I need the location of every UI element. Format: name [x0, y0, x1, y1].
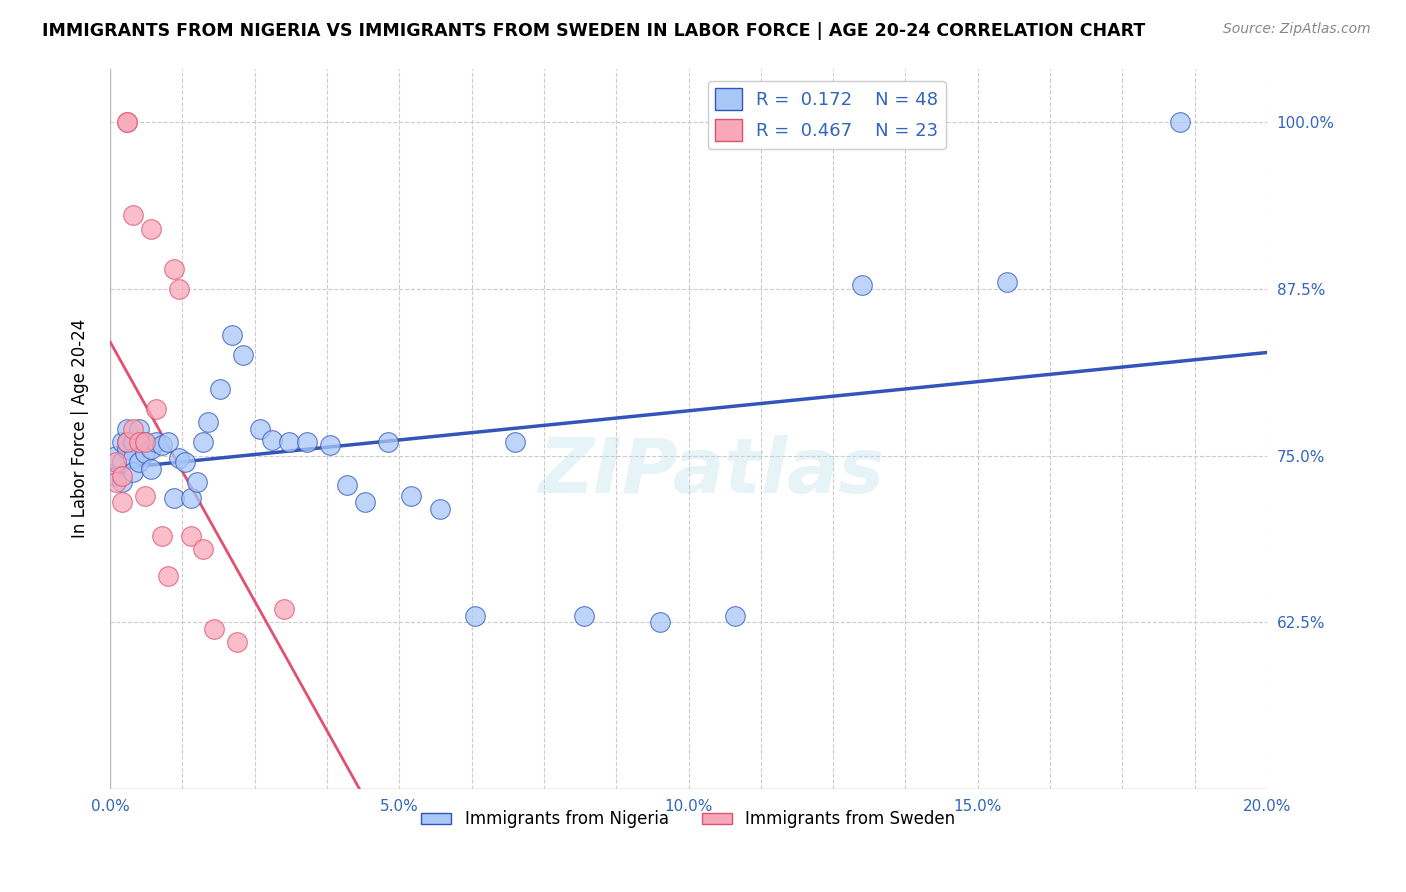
Point	[134, 489, 156, 503]
Y-axis label: In Labor Force | Age 20-24: In Labor Force | Age 20-24	[72, 319, 89, 539]
Legend: Immigrants from Nigeria, Immigrants from Sweden: Immigrants from Nigeria, Immigrants from…	[415, 804, 962, 835]
Point	[156, 435, 179, 450]
Point	[104, 449, 127, 463]
Point	[117, 435, 139, 450]
Point	[163, 261, 186, 276]
Point	[273, 602, 295, 616]
Point	[156, 568, 179, 582]
Point	[128, 455, 150, 469]
Point	[134, 435, 156, 450]
Point	[503, 435, 526, 450]
Point	[197, 415, 219, 429]
Point	[169, 282, 191, 296]
Point	[139, 221, 162, 235]
Point	[319, 438, 342, 452]
Point	[180, 528, 202, 542]
Point	[174, 455, 197, 469]
Point	[180, 491, 202, 506]
Point	[150, 438, 173, 452]
Point	[122, 451, 145, 466]
Point	[169, 451, 191, 466]
Point	[377, 435, 399, 450]
Point	[111, 475, 134, 490]
Point	[111, 435, 134, 450]
Point	[574, 608, 596, 623]
Point	[128, 422, 150, 436]
Point	[122, 435, 145, 450]
Point	[139, 442, 162, 456]
Point	[134, 446, 156, 460]
Point	[111, 468, 134, 483]
Point	[111, 455, 134, 469]
Point	[278, 435, 301, 450]
Point	[221, 328, 243, 343]
Point	[295, 435, 318, 450]
Point	[111, 495, 134, 509]
Point	[186, 475, 208, 490]
Point	[648, 615, 671, 630]
Point	[104, 475, 127, 490]
Point	[260, 433, 283, 447]
Point	[139, 462, 162, 476]
Point	[1168, 115, 1191, 129]
Point	[117, 435, 139, 450]
Point	[117, 422, 139, 436]
Point	[851, 277, 873, 292]
Point	[353, 495, 375, 509]
Point	[208, 382, 231, 396]
Point	[232, 349, 254, 363]
Point	[122, 422, 145, 436]
Point	[249, 422, 271, 436]
Text: Source: ZipAtlas.com: Source: ZipAtlas.com	[1223, 22, 1371, 37]
Point	[117, 115, 139, 129]
Point	[122, 208, 145, 222]
Point	[399, 489, 422, 503]
Point	[128, 435, 150, 450]
Point	[202, 622, 225, 636]
Point	[995, 275, 1018, 289]
Point	[191, 435, 214, 450]
Point	[150, 528, 173, 542]
Text: ZIPatlas: ZIPatlas	[538, 435, 884, 509]
Point	[463, 608, 485, 623]
Point	[104, 455, 127, 469]
Point	[163, 491, 186, 506]
Point	[226, 635, 249, 649]
Point	[134, 435, 156, 450]
Point	[429, 502, 451, 516]
Point	[117, 442, 139, 456]
Point	[336, 478, 359, 492]
Point	[117, 115, 139, 129]
Point	[145, 435, 167, 450]
Point	[104, 468, 127, 483]
Point	[145, 401, 167, 416]
Text: IMMIGRANTS FROM NIGERIA VS IMMIGRANTS FROM SWEDEN IN LABOR FORCE | AGE 20-24 COR: IMMIGRANTS FROM NIGERIA VS IMMIGRANTS FR…	[42, 22, 1146, 40]
Point	[122, 465, 145, 479]
Point	[191, 541, 214, 556]
Point	[724, 608, 747, 623]
